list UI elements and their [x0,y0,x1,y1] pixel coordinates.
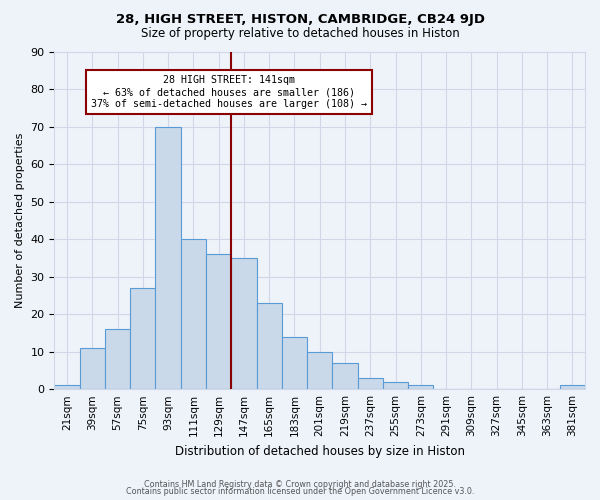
Bar [560,386,585,389]
Bar [332,363,358,389]
Y-axis label: Number of detached properties: Number of detached properties [15,132,25,308]
Bar [55,386,80,389]
Bar [181,239,206,389]
X-axis label: Distribution of detached houses by size in Histon: Distribution of detached houses by size … [175,444,465,458]
Text: 28 HIGH STREET: 141sqm
← 63% of detached houses are smaller (186)
37% of semi-de: 28 HIGH STREET: 141sqm ← 63% of detached… [91,76,367,108]
Bar [155,126,181,389]
Bar [80,348,105,389]
Text: 28, HIGH STREET, HISTON, CAMBRIDGE, CB24 9JD: 28, HIGH STREET, HISTON, CAMBRIDGE, CB24… [115,12,485,26]
Text: Contains public sector information licensed under the Open Government Licence v3: Contains public sector information licen… [126,487,474,496]
Bar [383,382,408,389]
Bar [358,378,383,389]
Text: Contains HM Land Registry data © Crown copyright and database right 2025.: Contains HM Land Registry data © Crown c… [144,480,456,489]
Text: Size of property relative to detached houses in Histon: Size of property relative to detached ho… [140,28,460,40]
Bar [206,254,231,389]
Bar [105,329,130,389]
Bar [408,386,433,389]
Bar [282,336,307,389]
Bar [130,288,155,389]
Bar [257,303,282,389]
Bar [307,352,332,389]
Bar [231,258,257,389]
